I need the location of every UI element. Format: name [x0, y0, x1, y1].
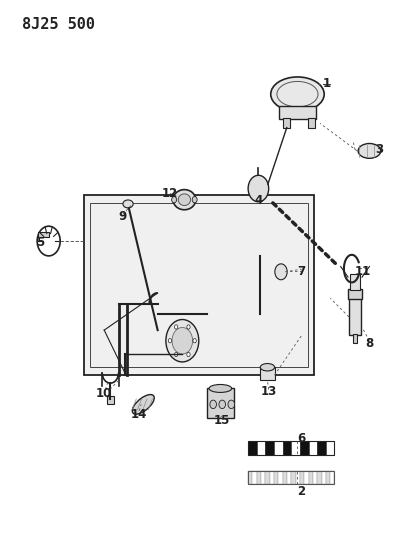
Ellipse shape [270, 77, 323, 111]
Bar [278, 106, 315, 119]
Bar [83, 195, 313, 375]
Bar [247, 471, 252, 484]
Bar [256, 441, 265, 455]
Bar [286, 471, 291, 484]
Bar [260, 367, 274, 381]
Ellipse shape [209, 384, 231, 392]
Bar [291, 441, 299, 455]
Circle shape [172, 327, 192, 354]
Text: 9: 9 [118, 209, 126, 223]
Bar [247, 441, 334, 455]
Bar [282, 118, 290, 127]
Bar [90, 203, 307, 367]
Bar [282, 441, 291, 455]
Bar [352, 334, 356, 343]
Bar [304, 471, 308, 484]
Ellipse shape [132, 394, 154, 414]
Bar [273, 471, 278, 484]
Text: 8J25 500: 8J25 500 [22, 17, 95, 33]
Circle shape [168, 338, 171, 343]
Bar [265, 471, 269, 484]
Bar [265, 441, 273, 455]
Text: 11: 11 [354, 265, 370, 278]
Ellipse shape [173, 190, 195, 210]
Text: 8: 8 [364, 337, 373, 350]
Bar [256, 471, 261, 484]
Text: 3: 3 [375, 143, 383, 156]
Bar [299, 471, 304, 484]
Bar [295, 471, 299, 484]
Ellipse shape [178, 194, 190, 206]
Text: 7: 7 [297, 265, 305, 278]
Circle shape [186, 325, 190, 329]
Circle shape [228, 400, 234, 409]
Text: 1: 1 [321, 77, 330, 90]
Ellipse shape [123, 200, 133, 208]
Text: 12: 12 [161, 187, 178, 200]
Bar [325, 441, 334, 455]
Bar [329, 471, 334, 484]
Bar [269, 471, 273, 484]
Circle shape [171, 197, 176, 203]
Bar [252, 471, 256, 484]
Bar [107, 397, 114, 405]
Bar [348, 298, 360, 335]
Circle shape [186, 352, 190, 357]
Bar [349, 274, 359, 290]
Circle shape [209, 400, 216, 409]
Circle shape [166, 319, 198, 362]
Bar [308, 441, 316, 455]
Bar [312, 471, 316, 484]
Bar [308, 471, 312, 484]
Text: 6: 6 [297, 432, 305, 446]
Bar [299, 441, 308, 455]
Ellipse shape [357, 143, 380, 158]
Circle shape [218, 400, 225, 409]
Circle shape [174, 352, 177, 357]
Bar [282, 471, 286, 484]
Bar [347, 289, 361, 300]
Bar [38, 232, 49, 237]
Bar [247, 441, 256, 455]
Bar [321, 471, 325, 484]
Circle shape [192, 197, 197, 203]
Bar [247, 471, 334, 484]
Bar [278, 471, 282, 484]
Bar [325, 471, 329, 484]
Text: 5: 5 [36, 236, 45, 249]
Text: 13: 13 [260, 385, 276, 398]
Text: 15: 15 [213, 414, 229, 427]
Circle shape [274, 264, 287, 280]
Ellipse shape [260, 364, 274, 371]
Bar [307, 118, 314, 127]
Bar [261, 471, 265, 484]
Circle shape [247, 175, 268, 202]
Text: 2: 2 [297, 486, 305, 498]
Text: 4: 4 [254, 193, 262, 207]
Bar [273, 441, 282, 455]
Bar [291, 471, 295, 484]
Bar [206, 389, 233, 418]
Text: 10: 10 [96, 387, 112, 400]
Bar [316, 471, 321, 484]
Text: 14: 14 [131, 408, 147, 422]
Bar [316, 441, 325, 455]
Circle shape [192, 338, 196, 343]
Circle shape [174, 325, 177, 329]
